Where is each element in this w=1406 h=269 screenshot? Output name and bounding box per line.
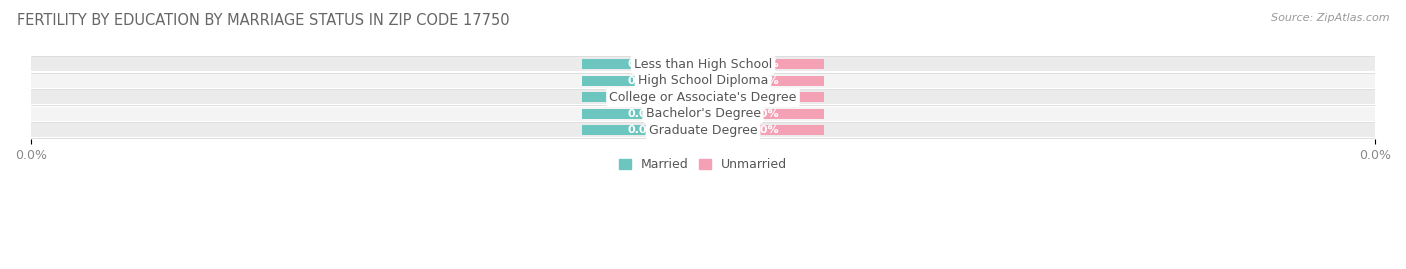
Text: Less than High School: Less than High School <box>634 58 772 71</box>
Text: 0.0%: 0.0% <box>748 59 779 69</box>
Text: High School Diploma: High School Diploma <box>638 74 768 87</box>
Bar <box>703 92 824 102</box>
Bar <box>582 59 703 69</box>
Legend: Married, Unmarried: Married, Unmarried <box>613 153 793 176</box>
Bar <box>703 76 824 86</box>
Bar <box>31 107 1375 121</box>
Text: 0.0%: 0.0% <box>627 76 658 86</box>
Bar <box>31 123 1375 137</box>
Text: 0.0%: 0.0% <box>748 76 779 86</box>
Text: 0.0%: 0.0% <box>748 92 779 102</box>
Bar <box>31 74 1375 88</box>
Bar <box>703 125 824 135</box>
Text: 0.0%: 0.0% <box>748 125 779 135</box>
Text: 0.0%: 0.0% <box>627 92 658 102</box>
Bar <box>582 109 703 119</box>
Bar <box>582 76 703 86</box>
Text: 0.0%: 0.0% <box>627 125 658 135</box>
Bar <box>582 92 703 102</box>
Text: College or Associate's Degree: College or Associate's Degree <box>609 91 797 104</box>
Bar <box>31 57 1375 71</box>
Text: Graduate Degree: Graduate Degree <box>648 123 758 137</box>
Bar <box>31 90 1375 104</box>
Text: 0.0%: 0.0% <box>627 109 658 119</box>
Bar <box>582 125 703 135</box>
Text: 0.0%: 0.0% <box>627 59 658 69</box>
Text: 0.0%: 0.0% <box>748 109 779 119</box>
Text: FERTILITY BY EDUCATION BY MARRIAGE STATUS IN ZIP CODE 17750: FERTILITY BY EDUCATION BY MARRIAGE STATU… <box>17 13 509 29</box>
Text: Bachelor's Degree: Bachelor's Degree <box>645 107 761 120</box>
Bar <box>703 109 824 119</box>
Bar <box>703 59 824 69</box>
Text: Source: ZipAtlas.com: Source: ZipAtlas.com <box>1271 13 1389 23</box>
